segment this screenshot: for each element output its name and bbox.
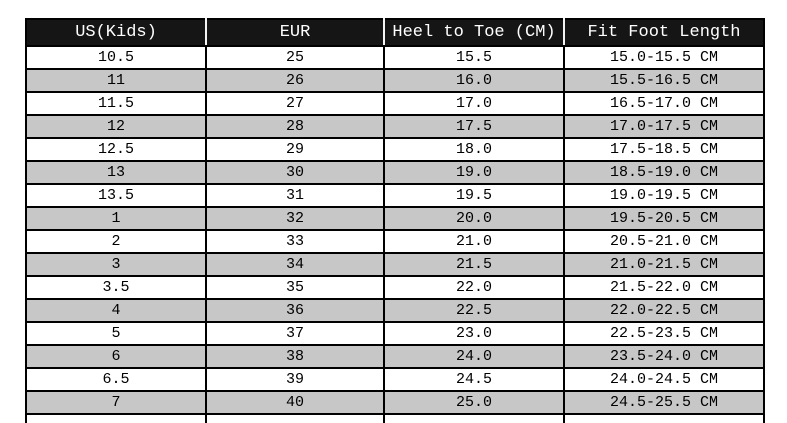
table-cell: 31: [205, 184, 384, 208]
table-cell: 15.5-16.5 CM: [563, 69, 764, 93]
table-cell: 25: [205, 46, 384, 70]
table-cell: 21.0-21.5 CM: [563, 253, 764, 277]
table-cell: 15.5: [383, 46, 564, 70]
table-cell: 33: [205, 230, 384, 254]
table-row: 1 32 20.0 19.5-20.5 CM: [26, 207, 764, 231]
table-cell: 34: [205, 253, 384, 277]
table-cell: 11.5: [26, 92, 206, 116]
table-cell: 23.5-24.0 CM: [563, 345, 764, 369]
header-cell: Heel to Toe (CM): [383, 19, 564, 47]
table-cell: [563, 414, 764, 423]
table-cell: 23.0: [383, 322, 564, 346]
table-cell: 35: [205, 276, 384, 300]
table-cell: 18.5-19.0 CM: [563, 161, 764, 185]
table-cell: 20.5-21.0 CM: [563, 230, 764, 254]
table-cell: 26: [205, 69, 384, 93]
table-cell: 16.5-17.0 CM: [563, 92, 764, 116]
table-row: 6.5 39 24.5 24.0-24.5 CM: [26, 368, 764, 392]
table-row: 10.5 25 15.5 15.0-15.5 CM: [26, 46, 764, 70]
table-cell: 29: [205, 138, 384, 162]
table-row: 3.5 35 22.0 21.5-22.0 CM: [26, 276, 764, 300]
table-cell: [383, 414, 564, 423]
table-cell: 24.5: [383, 368, 564, 392]
table-cell: 22.5: [383, 299, 564, 323]
table-cell: 25.0: [383, 391, 564, 415]
table-row: 6 38 24.0 23.5-24.0 CM: [26, 345, 764, 369]
size-chart-table: US(Kids) EUR Heel to Toe (CM) Fit Foot Leng…: [25, 18, 765, 423]
partial-empty-row: [26, 414, 764, 423]
table-row: 2 33 21.0 20.5-21.0 CM: [26, 230, 764, 254]
table-cell: 15.0-15.5 CM: [563, 46, 764, 70]
table-cell: 24.5-25.5 CM: [563, 391, 764, 415]
table-cell: 22.5-23.5 CM: [563, 322, 764, 346]
table-cell: 21.5: [383, 253, 564, 277]
table-cell: 22.0: [383, 276, 564, 300]
table-row: 12 28 17.5 17.0-17.5 CM: [26, 115, 764, 139]
table-cell: 36: [205, 299, 384, 323]
table-cell: 17.5-18.5 CM: [563, 138, 764, 162]
table-row: 3 34 21.5 21.0-21.5 CM: [26, 253, 764, 277]
header-cell: Fit Foot Length: [563, 19, 764, 47]
table-cell: 16.0: [383, 69, 564, 93]
table-cell: 19.0-19.5 CM: [563, 184, 764, 208]
header-cell: US(Kids): [26, 19, 206, 47]
table-body: 10.5 25 15.5 15.0-15.5 CM 11 26 16.0 15.5-16.5 …: [26, 46, 764, 423]
table-cell: 24.0: [383, 345, 564, 369]
table-cell: 12: [26, 115, 206, 139]
table-cell: 21.0: [383, 230, 564, 254]
table-cell: 19.5: [383, 184, 564, 208]
table-cell: 13.5: [26, 184, 206, 208]
table-cell: 17.0: [383, 92, 564, 116]
table-cell: [26, 414, 206, 423]
table-cell: 17.5: [383, 115, 564, 139]
table-row: 12.5 29 18.0 17.5-18.5 CM: [26, 138, 764, 162]
table-cell: 11: [26, 69, 206, 93]
table-cell: 6.5: [26, 368, 206, 392]
table-cell: 39: [205, 368, 384, 392]
header-cell: EUR: [205, 19, 384, 47]
table-cell: 18.0: [383, 138, 564, 162]
table-row: 5 37 23.0 22.5-23.5 CM: [26, 322, 764, 346]
table-cell: 19.0: [383, 161, 564, 185]
table-row: 13.5 31 19.5 19.0-19.5 CM: [26, 184, 764, 208]
table-cell: 32: [205, 207, 384, 231]
table-cell: 24.0-24.5 CM: [563, 368, 764, 392]
table-cell: 40: [205, 391, 384, 415]
table-row: 11 26 16.0 15.5-16.5 CM: [26, 69, 764, 93]
table-cell: 12.5: [26, 138, 206, 162]
table-cell: 2: [26, 230, 206, 254]
table-cell: 28: [205, 115, 384, 139]
table-cell: 38: [205, 345, 384, 369]
table-row: 7 40 25.0 24.5-25.5 CM: [26, 391, 764, 415]
table-row: 11.5 27 17.0 16.5-17.0 CM: [26, 92, 764, 116]
table-cell: 30: [205, 161, 384, 185]
table-cell: 27: [205, 92, 384, 116]
table-row: 13 30 19.0 18.5-19.0 CM: [26, 161, 764, 185]
table-cell: 22.0-22.5 CM: [563, 299, 764, 323]
table-cell: 4: [26, 299, 206, 323]
table-cell: 19.5-20.5 CM: [563, 207, 764, 231]
table-cell: 20.0: [383, 207, 564, 231]
table-row: 4 36 22.5 22.0-22.5 CM: [26, 299, 764, 323]
table-cell: 7: [26, 391, 206, 415]
table-cell: 13: [26, 161, 206, 185]
table-cell: 3: [26, 253, 206, 277]
table-cell: 6: [26, 345, 206, 369]
header-row: US(Kids) EUR Heel to Toe (CM) Fit Foot Leng…: [26, 19, 764, 47]
table-cell: 17.0-17.5 CM: [563, 115, 764, 139]
table-cell: 3.5: [26, 276, 206, 300]
table-cell: 5: [26, 322, 206, 346]
table-cell: 1: [26, 207, 206, 231]
table-cell: [205, 414, 384, 423]
table-cell: 21.5-22.0 CM: [563, 276, 764, 300]
table-cell: 37: [205, 322, 384, 346]
table-cell: 10.5: [26, 46, 206, 70]
